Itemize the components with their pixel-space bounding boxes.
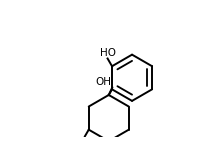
Text: OH: OH — [95, 77, 111, 87]
Text: HO: HO — [100, 48, 116, 58]
